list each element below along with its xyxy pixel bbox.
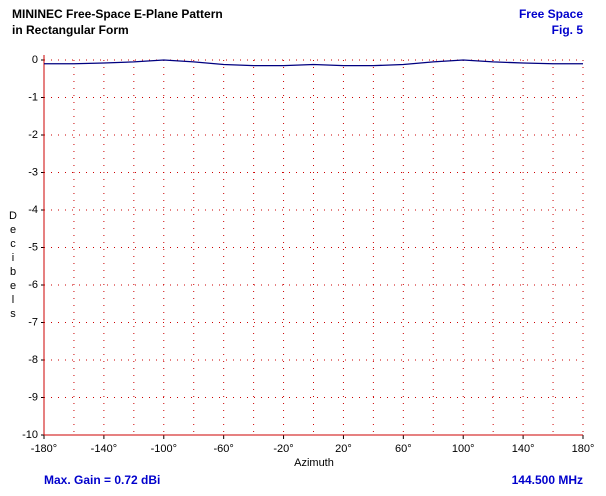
y-tick-label: -6	[28, 279, 38, 291]
y-tick-label: -5	[28, 241, 38, 253]
annotation: Fig. 5	[552, 23, 584, 37]
x-axis-label: Azimuth	[294, 457, 334, 469]
y-tick-label: -10	[22, 429, 38, 441]
annotation: Free Space	[519, 7, 583, 21]
chart-title: MININEC Free-Space E-Plane Pattern	[12, 7, 223, 21]
annotation: Max. Gain = 0.72 dBi	[44, 473, 160, 487]
x-tick-label: 100°	[452, 443, 475, 455]
y-tick-label: 0	[32, 54, 38, 66]
x-tick-label: 60°	[395, 443, 412, 455]
x-tick-label: -140°	[91, 443, 117, 455]
annotation: 144.500 MHz	[512, 473, 583, 487]
x-tick-label: 20°	[335, 443, 352, 455]
chart-subtitle: in Rectangular Form	[12, 23, 129, 37]
y-tick-label: -4	[28, 204, 38, 216]
x-tick-label: -60°	[214, 443, 234, 455]
x-tick-label: 140°	[512, 443, 535, 455]
y-tick-label: -1	[28, 91, 38, 103]
y-tick-label: -7	[28, 316, 38, 328]
x-tick-label: -100°	[151, 443, 177, 455]
x-tick-label: -180°	[31, 443, 57, 455]
x-tick-label: -20°	[273, 443, 293, 455]
y-tick-label: -2	[28, 129, 38, 141]
y-tick-label: -8	[28, 354, 38, 366]
series-line	[44, 59, 583, 67]
y-tick-label: -9	[28, 391, 38, 403]
x-tick-label: 180°	[572, 443, 595, 455]
y-axis-label: Decibels	[7, 210, 19, 322]
y-tick-label: -3	[28, 166, 38, 178]
